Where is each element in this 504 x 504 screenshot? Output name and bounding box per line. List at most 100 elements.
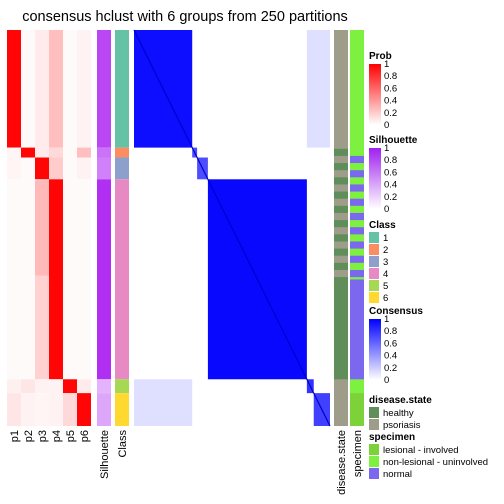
prob-cell xyxy=(49,30,63,148)
prob-cell xyxy=(35,379,49,394)
class-cell xyxy=(115,393,129,426)
prob-cell xyxy=(7,157,21,180)
consensus-legend-title: Consensus xyxy=(369,306,423,317)
consensus-block xyxy=(306,30,330,148)
prob-cell xyxy=(21,179,35,380)
prob-cell xyxy=(49,379,63,394)
class-cell xyxy=(115,30,129,148)
specimen-legend-swatch xyxy=(369,456,379,467)
silhouette-legend-tick: 1 xyxy=(384,143,389,154)
prob-cell xyxy=(7,393,21,426)
disease-state-cell xyxy=(334,262,348,270)
silhouette-legend-title: Silhouette xyxy=(369,135,418,146)
chart-title: consensus hclust with 6 groups from 250 … xyxy=(22,9,348,25)
class-cell xyxy=(115,147,129,158)
disease-state-cell xyxy=(334,220,348,228)
silhouette-cell xyxy=(97,30,111,148)
prob-cell xyxy=(7,379,21,394)
specimen-legend-title: specimen xyxy=(369,432,415,443)
silhouette-legend-gradient xyxy=(369,148,381,209)
prob-column-label: p5 xyxy=(65,430,77,442)
prob-cell xyxy=(63,157,77,180)
specimen-legend-label: non-lesional - uninvolved xyxy=(383,457,488,468)
prob-cell xyxy=(77,179,91,380)
prob-cell xyxy=(35,393,49,426)
class-legend-swatch xyxy=(369,256,379,267)
silhouette-legend-tick: 0.8 xyxy=(384,155,397,166)
prob-cell xyxy=(63,393,77,426)
prob-legend-tick: 0.8 xyxy=(384,71,397,82)
class-legend-label: 1 xyxy=(383,233,388,244)
prob-column-label: p4 xyxy=(51,430,63,442)
prob-cell xyxy=(49,157,63,180)
prob-cell xyxy=(21,393,35,426)
consensus-legend-tick: 1 xyxy=(384,314,389,325)
class-cell xyxy=(115,379,129,394)
disease-state-cell xyxy=(334,248,348,256)
disease-state-column-label: disease.state xyxy=(336,430,348,495)
prob-column-label: p6 xyxy=(79,430,91,442)
silhouette-legend-tick: 0.6 xyxy=(384,167,397,178)
consensus-block xyxy=(134,379,193,426)
class-legend-label: 3 xyxy=(383,257,388,268)
silhouette-cell xyxy=(97,147,111,158)
specimen-legend-label: normal xyxy=(383,469,412,480)
prob-cell xyxy=(7,179,21,380)
silhouette-cell xyxy=(97,379,111,394)
class-cell xyxy=(115,179,129,380)
disease-state-cell xyxy=(334,234,348,242)
specimen-cell xyxy=(350,155,364,164)
class-legend-label: 6 xyxy=(383,293,388,304)
class-legend-label: 4 xyxy=(383,269,388,280)
disease-state-cell xyxy=(334,279,348,380)
disease-state-legend-swatch xyxy=(369,407,379,418)
prob-column-label: p3 xyxy=(37,430,49,442)
prob-cell xyxy=(77,393,91,426)
silhouette-column-label: Silhouette xyxy=(99,430,111,479)
legends: Prob10.80.60.40.20Silhouette10.80.60.40.… xyxy=(369,51,488,480)
disease-state-cell xyxy=(334,163,348,171)
prob-cell xyxy=(21,147,35,158)
prob-column-label: p2 xyxy=(23,430,35,442)
prob-cell xyxy=(7,147,21,158)
specimen-cell xyxy=(350,269,364,278)
class-cell xyxy=(115,157,129,180)
prob-cell xyxy=(77,147,91,158)
consensus-matrix xyxy=(133,29,331,427)
consensus-diagonal xyxy=(133,29,331,427)
specimen-cell xyxy=(350,284,364,292)
specimen-legend-swatch xyxy=(369,444,379,455)
prob-legend-gradient xyxy=(369,64,381,125)
prob-column-label: p1 xyxy=(9,430,21,442)
disease-state-legend-label: healthy xyxy=(383,408,414,419)
prob-legend-tick: 0.6 xyxy=(384,83,397,94)
disease-state-legend-title: disease.state xyxy=(369,395,432,406)
prob-cell xyxy=(63,379,77,394)
probability-heatmap xyxy=(7,30,91,426)
prob-cell xyxy=(7,30,21,148)
consensus-legend-tick: 0.6 xyxy=(384,338,397,349)
prob-cell xyxy=(63,179,77,380)
consensus-legend-tick: 0.8 xyxy=(384,326,397,337)
prob-cell xyxy=(63,147,77,158)
silhouette-legend-tick: 0.2 xyxy=(384,192,397,203)
prob-cell xyxy=(63,30,77,148)
specimen-cell xyxy=(350,279,364,380)
class-legend-swatch xyxy=(369,292,379,303)
class-legend-swatch xyxy=(369,244,379,255)
disease-state-cell xyxy=(334,191,348,199)
prob-cell xyxy=(21,157,35,180)
class-legend-swatch xyxy=(369,280,379,291)
disease-state-legend-swatch xyxy=(369,419,379,430)
prob-cell xyxy=(49,393,63,426)
prob-cell xyxy=(35,30,49,148)
specimen-cell xyxy=(350,198,364,206)
silhouette-legend-tick: 0.4 xyxy=(384,180,397,191)
prob-cell xyxy=(35,157,49,180)
prob-cell xyxy=(35,147,49,158)
prob-legend-tick: 0.4 xyxy=(384,96,397,107)
class-bar xyxy=(115,30,129,426)
silhouette-legend-tick: 0 xyxy=(384,204,389,215)
prob-cell xyxy=(21,30,35,148)
